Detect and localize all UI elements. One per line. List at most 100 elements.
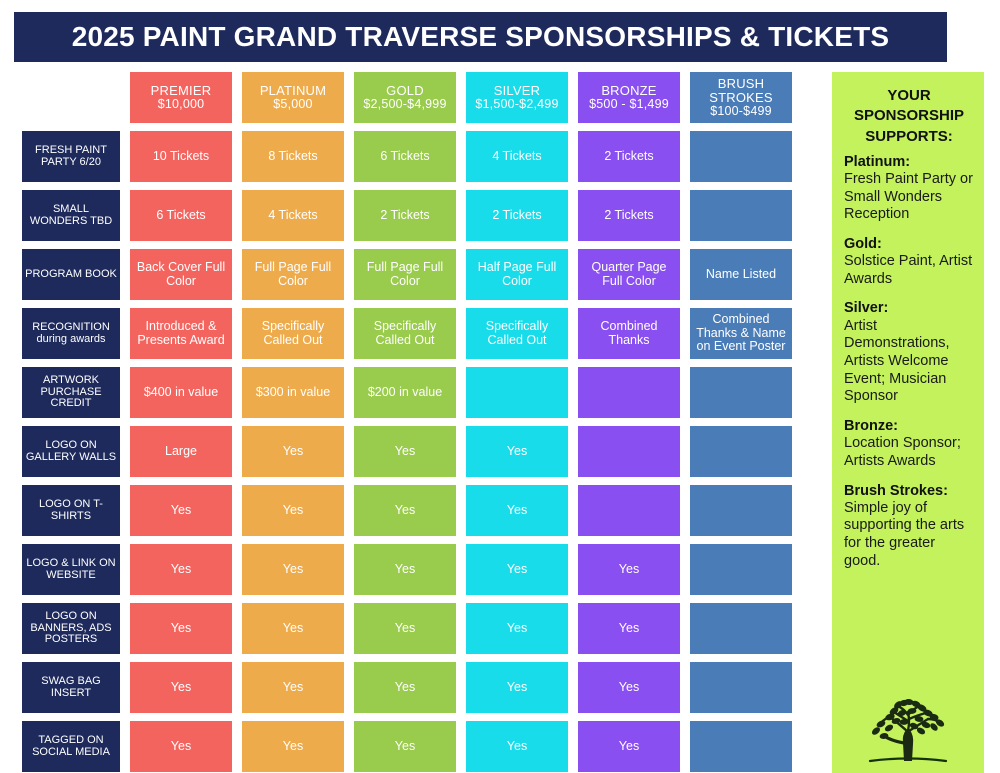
cell-gold: $200 in value — [354, 367, 456, 418]
cell-brushstrokes: Combined Thanks & Name on Event Poster — [690, 308, 792, 359]
cell-silver: Yes — [466, 721, 568, 772]
cell-silver: 4 Tickets — [466, 131, 568, 182]
table-row: PROGRAM BOOK Back Cover Full Color Full Pa… — [22, 249, 822, 308]
sidebar-tier-description: Simple joy of supporting the arts for th… — [844, 499, 965, 569]
cell-bronze — [578, 367, 680, 418]
cell-gold: Yes — [354, 544, 456, 595]
table-row: LOGO ON T-SHIRTS Yes Yes Yes Yes — [22, 485, 822, 544]
cell-silver: 2 Tickets — [466, 190, 568, 241]
cell-gold: 6 Tickets — [354, 131, 456, 182]
table-row: RECOGNITION during awards Introduced & Pr… — [22, 308, 822, 367]
cell-gold: Specifically Called Out — [354, 308, 456, 359]
column-header-amount: $1,500-$2,499 — [475, 96, 559, 111]
column-header-amount: $10,000 — [157, 96, 205, 111]
cell-brushstrokes — [690, 603, 792, 654]
cell-bronze: Combined Thanks — [578, 308, 680, 359]
row-label: ARTWORK PURCHASE CREDIT — [22, 367, 120, 418]
sidebar-tier-name: Silver: — [844, 300, 889, 317]
cell-gold: Yes — [354, 603, 456, 654]
sidebar-tier-block: Bronze: Location Sponsor; Artists Awards — [844, 417, 974, 471]
cell-bronze — [578, 426, 680, 477]
column-header-amount: $2,500-$4,999 — [363, 96, 447, 111]
row-label: RECOGNITION during awards — [22, 308, 120, 359]
sponsorship-comparison-table: PREMIER $10,000 PLATINUM $5,000 GOLD $2,500-$… — [22, 72, 822, 773]
cell-platinum: Yes — [242, 544, 344, 595]
cell-gold: Yes — [354, 662, 456, 713]
row-label: LOGO ON BANNERS, ADS POSTERS — [22, 603, 120, 654]
table-row: SMALL WONDERS TBD 6 Tickets 4 Tickets 2 Tic… — [22, 190, 822, 249]
sponsorship-supports-panel: YOUR SPONSORSHIP SUPPORTS: Platinum: Fres… — [832, 72, 984, 773]
column-header-bronze: BRONZE $500 - $1,499 — [578, 72, 680, 123]
cell-premier: Yes — [130, 662, 232, 713]
sidebar-tier-description: Fresh Paint Party or Small Wonders Recep… — [844, 170, 973, 223]
row-label: PROGRAM BOOK — [22, 249, 120, 300]
cell-silver — [466, 367, 568, 418]
table-row: LOGO ON BANNERS, ADS POSTERS Yes Yes Yes Yes… — [22, 603, 822, 662]
cell-bronze: Yes — [578, 603, 680, 654]
cell-brushstrokes — [690, 367, 792, 418]
cell-brushstrokes — [690, 190, 792, 241]
cell-brushstrokes: Name Listed — [690, 249, 792, 300]
sidebar-tier-block: Gold: Solstice Paint, Artist Awards — [844, 235, 974, 289]
row-label: SMALL WONDERS TBD — [22, 190, 120, 241]
cell-brushstrokes — [690, 662, 792, 713]
cell-silver: Yes — [466, 485, 568, 536]
cell-platinum: 4 Tickets — [242, 190, 344, 241]
column-header-name: BRONZE — [601, 82, 657, 98]
cell-brushstrokes — [690, 721, 792, 772]
cell-brushstrokes — [690, 485, 792, 536]
row-label: TAGGED ON SOCIAL MEDIA — [22, 721, 120, 772]
sidebar-tier-block: Brush Strokes: Simple joy of supporting t… — [844, 482, 974, 571]
cell-bronze: Yes — [578, 721, 680, 772]
sidebar-tier-list: Platinum: Fresh Paint Party or Small Wond… — [844, 153, 974, 571]
column-header-silver: SILVER $1,500-$2,499 — [466, 72, 568, 123]
column-header-amount: $100-$499 — [710, 103, 772, 118]
cell-platinum: Yes — [242, 662, 344, 713]
sidebar-tier-name: Platinum: — [844, 153, 911, 170]
cell-premier: $400 in value — [130, 367, 232, 418]
row-label: LOGO ON T-SHIRTS — [22, 485, 120, 536]
cell-premier: Yes — [130, 721, 232, 772]
row-label: LOGO ON GALLERY WALLS — [22, 426, 120, 477]
cell-brushstrokes — [690, 426, 792, 477]
cell-gold: Yes — [354, 721, 456, 772]
cell-gold: Yes — [354, 426, 456, 477]
cell-premier: Back Cover Full Color — [130, 249, 232, 300]
cell-bronze: 2 Tickets — [578, 131, 680, 182]
cell-bronze — [578, 485, 680, 536]
column-header-platinum: PLATINUM $5,000 — [242, 72, 344, 123]
cell-silver: Half Page Full Color — [466, 249, 568, 300]
cell-bronze: Quarter Page Full Color — [578, 249, 680, 300]
sidebar-tier-name: Brush Strokes: — [844, 482, 948, 499]
page-title: 2025 PAINT GRAND TRAVERSE SPONSORSHIPS &… — [71, 21, 890, 52]
cell-gold: Full Page Full Color — [354, 249, 456, 300]
table-row: SWAG BAG INSERT Yes Yes Yes Yes Yes — [22, 662, 822, 721]
cell-bronze: Yes — [578, 662, 680, 713]
cell-premier: Yes — [130, 544, 232, 595]
column-header-name: BRUSH STROKES — [709, 75, 773, 105]
column-header-gold: GOLD $2,500-$4,999 — [354, 72, 456, 123]
cell-platinum: Yes — [242, 721, 344, 772]
table-row: FRESH PAINT PARTY 6/20 10 Tickets 8 Ticket… — [22, 131, 822, 190]
column-header-premier: PREMIER $10,000 — [130, 72, 232, 123]
title-banner: 2025 PAINT GRAND TRAVERSE SPONSORSHIPS &… — [14, 12, 947, 62]
cell-premier: Large — [130, 426, 232, 477]
cell-premier: 6 Tickets — [130, 190, 232, 241]
sidebar-tier-description: Solstice Paint, Artist Awards — [844, 253, 973, 287]
row-label: LOGO & LINK ON WEBSITE — [22, 544, 120, 595]
table-row: LOGO & LINK ON WEBSITE Yes Yes Yes Yes Yes — [22, 544, 822, 603]
column-header-brushstrokes: BRUSH STROKES $100-$499 — [690, 72, 792, 123]
cell-silver: Yes — [466, 662, 568, 713]
cell-premier: 10 Tickets — [130, 131, 232, 182]
table-row: LOGO ON GALLERY WALLS Large Yes Yes Yes — [22, 426, 822, 485]
table-header-row: PREMIER $10,000 PLATINUM $5,000 GOLD $2,500-$… — [22, 72, 822, 131]
sidebar-tier-name: Gold: — [844, 235, 882, 252]
column-header-amount: $5,000 — [273, 96, 313, 111]
column-header-name: SILVER — [493, 82, 541, 98]
cell-platinum: Full Page Full Color — [242, 249, 344, 300]
column-header-amount: $500 - $1,499 — [589, 96, 669, 111]
row-label: SWAG BAG INSERT — [22, 662, 120, 713]
cell-platinum: Yes — [242, 426, 344, 477]
cell-platinum: Specifically Called Out — [242, 308, 344, 359]
